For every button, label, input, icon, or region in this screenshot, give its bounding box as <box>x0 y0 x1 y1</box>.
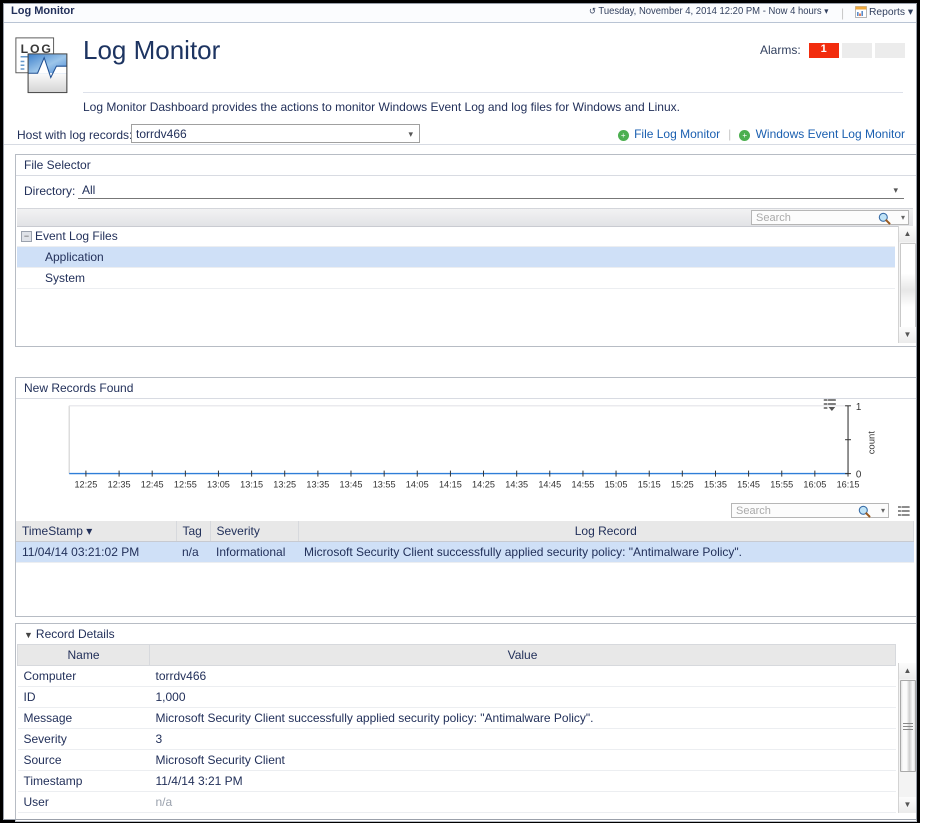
svg-text:15:25: 15:25 <box>671 480 694 490</box>
svg-text:15:05: 15:05 <box>605 480 628 490</box>
svg-text:13:35: 13:35 <box>306 480 329 490</box>
svg-text:15:45: 15:45 <box>737 480 760 490</box>
svg-text:14:15: 14:15 <box>439 480 462 490</box>
svg-text:15:35: 15:35 <box>704 480 727 490</box>
svg-text:14:55: 14:55 <box>572 480 595 490</box>
svg-text:12:45: 12:45 <box>141 480 164 490</box>
svg-text:13:55: 13:55 <box>373 480 396 490</box>
svg-text:14:35: 14:35 <box>505 480 528 490</box>
svg-text:13:45: 13:45 <box>340 480 363 490</box>
svg-text:0: 0 <box>856 470 862 481</box>
svg-text:12:55: 12:55 <box>174 480 197 490</box>
svg-text:15:15: 15:15 <box>638 480 661 490</box>
svg-text:12:25: 12:25 <box>74 480 97 490</box>
svg-text:13:25: 13:25 <box>273 480 296 490</box>
svg-text:14:25: 14:25 <box>472 480 495 490</box>
svg-text:16:15: 16:15 <box>837 480 860 490</box>
svg-text:13:15: 13:15 <box>240 480 263 490</box>
svg-text:15:55: 15:55 <box>770 480 793 490</box>
svg-text:1: 1 <box>856 402 862 413</box>
svg-text:13:05: 13:05 <box>207 480 230 490</box>
svg-text:12:35: 12:35 <box>108 480 131 490</box>
svg-text:16:05: 16:05 <box>803 480 826 490</box>
svg-text:14:05: 14:05 <box>406 480 429 490</box>
svg-text:14:45: 14:45 <box>538 480 561 490</box>
svg-text:count: count <box>866 431 877 455</box>
